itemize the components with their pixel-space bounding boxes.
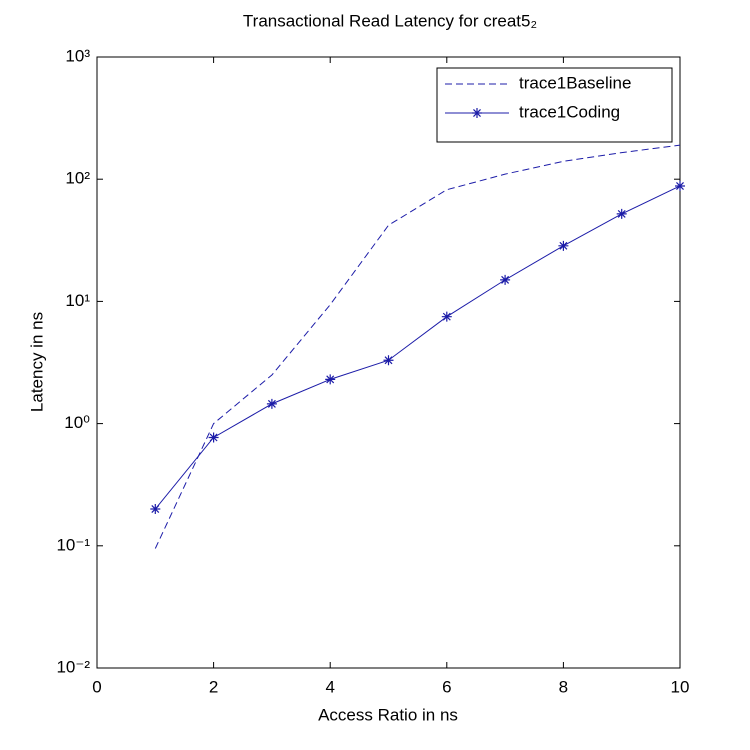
chart-title: Transactional Read Latency for creat5₂: [243, 11, 537, 30]
y-tick-label: 10⁻²: [56, 657, 90, 676]
series-line: [154, 144, 681, 549]
data-point: [150, 504, 161, 515]
y-tick-label: 10¹: [65, 291, 90, 310]
data-point: [675, 180, 685, 191]
data-point: [383, 355, 394, 366]
data-point: [558, 240, 569, 251]
x-tick-label: 4: [325, 677, 334, 696]
y-tick-label: 10²: [65, 169, 90, 188]
x-tick-label: 2: [209, 677, 218, 696]
data-point: [616, 208, 627, 219]
x-tick-label: 8: [559, 677, 568, 696]
y-tick-label: 10⁰: [64, 413, 90, 432]
data-point: [500, 274, 511, 285]
data-point: [266, 398, 277, 409]
y-tick-label: 10⁻¹: [56, 535, 90, 554]
legend-label: trace1Coding: [519, 102, 620, 121]
y-tick-label: 10³: [65, 46, 90, 65]
data-point: [208, 432, 219, 443]
x-tick-label: 0: [92, 677, 101, 696]
legend-box: [436, 67, 673, 143]
data-point: [441, 311, 452, 322]
y-axis-label: Latency in ns: [27, 312, 46, 412]
x-tick-label: 6: [442, 677, 451, 696]
legend-label: trace1Baseline: [519, 73, 631, 92]
x-axis-label: Access Ratio in ns: [318, 705, 458, 724]
data-point: [325, 374, 336, 385]
series-line: [154, 185, 681, 510]
x-tick-label: 10: [671, 677, 690, 696]
legend-marker: [472, 108, 482, 118]
